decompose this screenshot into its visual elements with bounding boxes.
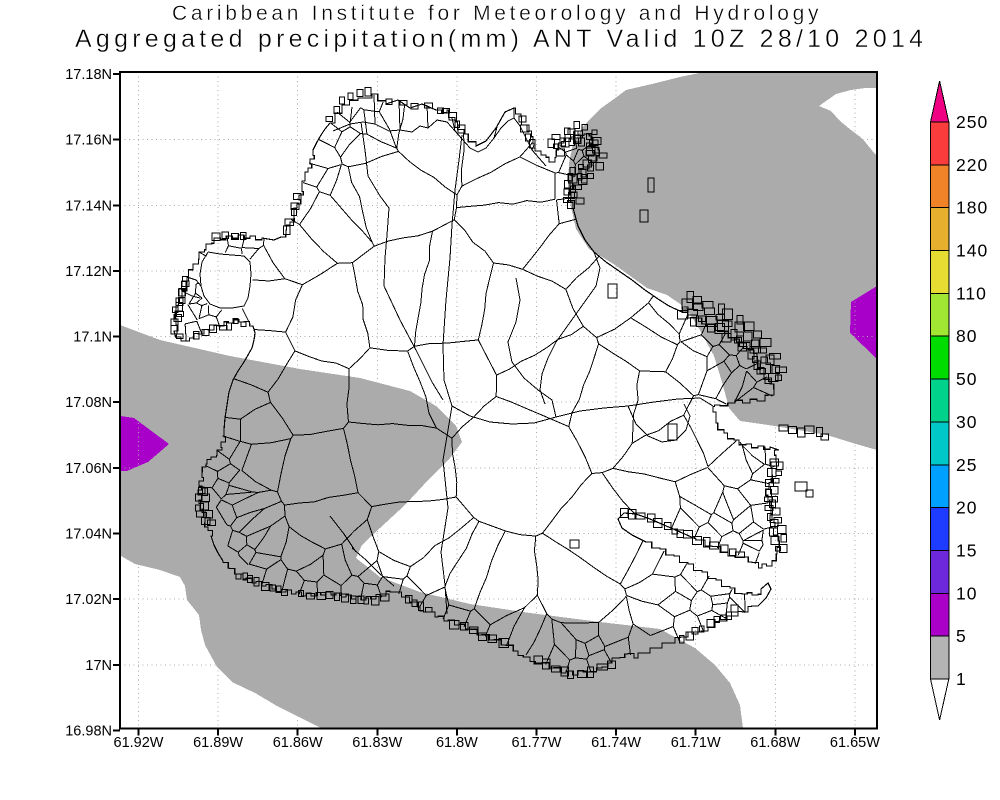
svg-text:61.89W: 61.89W <box>193 735 243 751</box>
svg-text:17.04N: 17.04N <box>65 527 112 543</box>
svg-text:17.02N: 17.02N <box>65 592 112 608</box>
svg-text:17.16N: 17.16N <box>65 133 112 149</box>
svg-text:140: 140 <box>956 241 988 261</box>
svg-text:61.86W: 61.86W <box>273 735 323 751</box>
svg-text:30: 30 <box>956 412 977 432</box>
svg-text:61.65W: 61.65W <box>830 735 880 751</box>
svg-text:61.83W: 61.83W <box>352 735 402 751</box>
svg-text:80: 80 <box>956 326 977 346</box>
svg-text:61.74W: 61.74W <box>591 735 641 751</box>
svg-text:10: 10 <box>956 583 977 603</box>
svg-text:61.8W: 61.8W <box>436 735 478 751</box>
svg-text:180: 180 <box>956 198 988 218</box>
svg-text:Caribbean Institute for Meteor: Caribbean Institute for Meteorology and … <box>172 2 820 25</box>
svg-text:61.77W: 61.77W <box>512 735 562 751</box>
svg-text:17.14N: 17.14N <box>65 198 112 214</box>
svg-text:50: 50 <box>956 369 977 389</box>
svg-text:17N: 17N <box>85 658 112 674</box>
svg-text:20: 20 <box>956 498 977 518</box>
svg-text:25: 25 <box>956 455 977 475</box>
svg-text:1: 1 <box>956 669 967 689</box>
svg-text:17.12N: 17.12N <box>65 264 112 280</box>
svg-text:61.71W: 61.71W <box>671 735 721 751</box>
svg-text:17.1N: 17.1N <box>73 330 112 346</box>
svg-text:220: 220 <box>956 155 988 175</box>
svg-text:250: 250 <box>956 112 988 132</box>
svg-text:Aggregated precipitation(mm) A: Aggregated precipitation(mm) ANT Valid 1… <box>75 25 925 53</box>
svg-text:15: 15 <box>956 541 977 561</box>
svg-text:110: 110 <box>956 283 987 303</box>
svg-text:61.68W: 61.68W <box>750 735 800 751</box>
svg-text:61.92W: 61.92W <box>114 735 164 751</box>
svg-text:16.98N: 16.98N <box>65 723 112 739</box>
svg-text:17.08N: 17.08N <box>65 395 112 411</box>
svg-text:5: 5 <box>956 626 967 646</box>
svg-text:17.06N: 17.06N <box>65 461 112 477</box>
svg-text:17.18N: 17.18N <box>65 67 112 83</box>
